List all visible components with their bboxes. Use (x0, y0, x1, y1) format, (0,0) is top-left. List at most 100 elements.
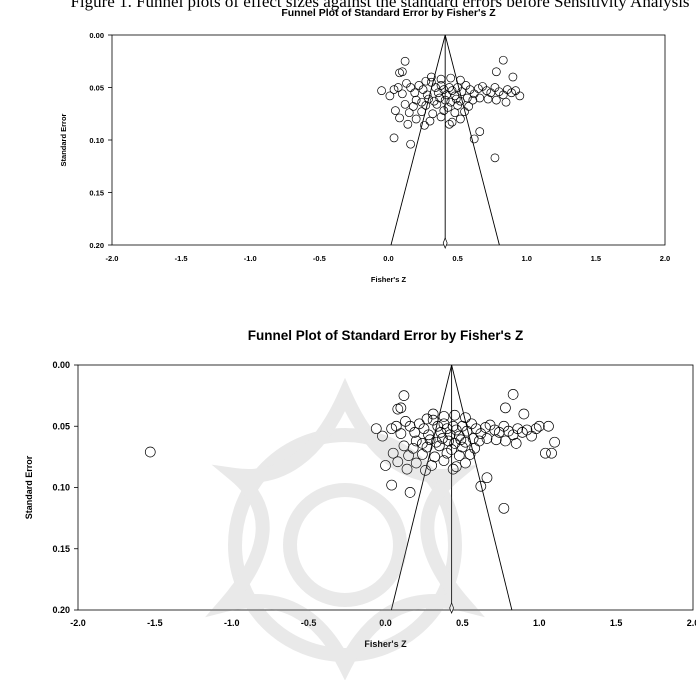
study-point (411, 114, 421, 124)
study-point (436, 112, 446, 122)
study-point (400, 99, 410, 109)
study-point (432, 99, 442, 109)
study-point (465, 85, 475, 94)
study-point (460, 107, 469, 117)
funnel-right-line (451, 364, 513, 611)
study-point (464, 102, 474, 111)
y-tick-label: 0.10 (89, 136, 104, 145)
study-point (403, 119, 413, 129)
study-point (421, 413, 433, 425)
study-point (404, 108, 414, 118)
x-tick-label: 2.0 (660, 254, 670, 263)
funnel-left-line (390, 364, 453, 611)
study-point (510, 438, 522, 449)
study-point (402, 78, 411, 88)
x-tick-label: 1.0 (533, 618, 546, 628)
funnel-right-line (444, 34, 500, 246)
study-point (370, 423, 382, 435)
study-point (429, 96, 439, 106)
study-point (441, 447, 453, 459)
study-point (406, 83, 415, 92)
study-point (475, 93, 485, 103)
study-point (417, 449, 428, 460)
study-point (447, 463, 459, 475)
study-point (417, 107, 427, 117)
study-point (460, 457, 471, 469)
study-point (424, 434, 436, 446)
y-tick-label: 0.00 (89, 31, 104, 40)
study-point (424, 94, 433, 104)
y-tick-label: 0.10 (52, 483, 70, 493)
study-point (475, 480, 487, 492)
study-point (389, 85, 399, 94)
study-point (498, 55, 508, 65)
study-point (447, 117, 457, 127)
plot-frame (111, 34, 666, 246)
study-point (425, 116, 435, 126)
x-tick-label: -1.0 (244, 254, 257, 263)
study-point (447, 86, 457, 96)
study-point (428, 109, 438, 119)
study-point (410, 457, 422, 469)
study-point (410, 435, 422, 447)
study-point (460, 412, 471, 424)
x-tick-label: 1.5 (591, 254, 601, 263)
study-point (397, 89, 407, 99)
study-point (481, 433, 493, 444)
study-point (439, 106, 449, 115)
study-point (483, 94, 493, 104)
study-point (468, 95, 478, 105)
study-point (393, 83, 403, 92)
study-point (444, 119, 454, 129)
study-point (387, 447, 399, 459)
study-point (395, 428, 407, 439)
study-point (427, 72, 436, 82)
study-point (395, 113, 404, 123)
y-tick-label: 0.05 (52, 421, 70, 431)
study-point (450, 424, 462, 436)
x-tick-label: -2.0 (70, 618, 86, 628)
study-point (456, 75, 465, 85)
chart-title: Funnel Plot of Standard Error by Fisher'… (281, 7, 496, 19)
study-point (437, 433, 448, 444)
study-point (401, 463, 413, 475)
study-point (392, 403, 404, 415)
study-point (423, 429, 434, 441)
study-point (507, 389, 519, 400)
study-point (464, 449, 476, 460)
study-point (498, 502, 510, 514)
study-point (446, 73, 456, 83)
study-point (398, 390, 410, 401)
x-tick-label: -0.5 (313, 254, 326, 263)
funnel-plot-2: Funnel Plot of Standard Error by Fisher'… (24, 328, 696, 649)
study-point (422, 90, 432, 100)
funnel-plot-1: Funnel Plot of Standard Error by Fisher'… (59, 7, 670, 284)
study-point (421, 100, 431, 110)
study-point (549, 436, 560, 448)
y-tick-label: 0.20 (89, 241, 104, 250)
study-point (406, 139, 415, 149)
x-tick-label: -1.5 (175, 254, 188, 263)
y-tick-label: 0.20 (52, 605, 70, 615)
study-point (453, 450, 465, 461)
study-point (395, 68, 404, 78)
study-point (474, 84, 483, 93)
study-point (389, 133, 399, 143)
study-point (409, 102, 418, 111)
study-point (500, 402, 511, 414)
study-point (543, 420, 554, 432)
study-point (438, 455, 450, 466)
study-point (490, 153, 500, 163)
study-point (469, 134, 479, 144)
study-point (380, 460, 391, 471)
study-point (392, 456, 404, 468)
study-point (518, 408, 530, 420)
x-tick-label: 0.5 (452, 254, 462, 263)
study-point (546, 447, 557, 459)
x-tick-label: 0.5 (456, 618, 469, 628)
x-axis-label: Fisher's Z (371, 275, 407, 284)
x-tick-label: 1.5 (610, 618, 623, 628)
study-point (533, 420, 545, 432)
study-point (481, 472, 493, 484)
study-point (435, 93, 445, 103)
